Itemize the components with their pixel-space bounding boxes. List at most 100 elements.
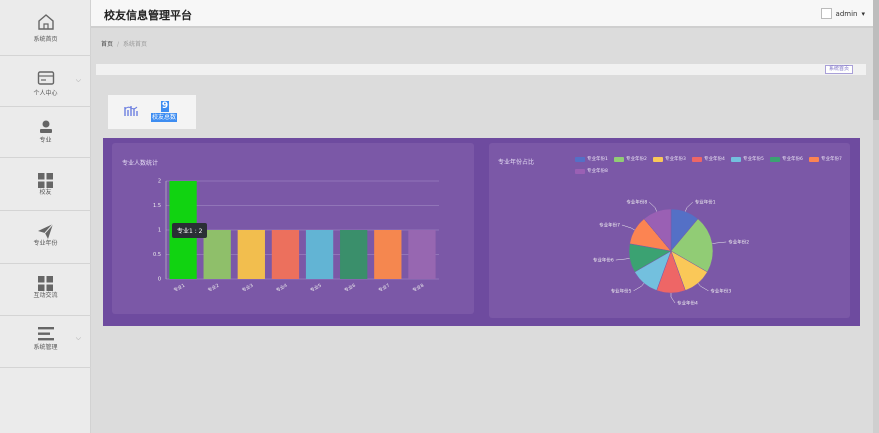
sidebar-item-major[interactable]: 专业 (0, 107, 91, 158)
legend-item[interactable]: 专业年份5 (731, 156, 764, 162)
y-tick-label: 0 (158, 277, 161, 283)
wallet-icon (0, 68, 91, 88)
slice-label: 专业年份7 (599, 222, 620, 229)
breadcrumb: 首页 / 系统首页 (101, 39, 147, 48)
breadcrumb-home[interactable]: 首页 (101, 41, 114, 48)
legend-item[interactable]: 专业年份7 (809, 156, 842, 162)
legend-item[interactable]: 专业年份2 (614, 156, 647, 162)
toolbar-strip: 系统首页 (96, 64, 866, 75)
x-tick-label: 专业3 (241, 282, 255, 294)
legend-label: 专业年份7 (821, 157, 842, 162)
sidebar-item-label: 系统管理 (33, 344, 58, 351)
chevron-down-icon: ⌵ (75, 334, 81, 342)
bar (237, 230, 265, 279)
breadcrumb-current: 系统首页 (123, 41, 148, 48)
legend-item[interactable]: 专业年份4 (692, 156, 725, 162)
sidebar-item-personal-center[interactable]: 个人中心 ⌵ (0, 56, 91, 107)
sidebar: 系统首页 个人中心 ⌵ 专业 校友 专业年份 互动交流 系统管理 (0, 0, 91, 433)
sidebar-item-system-management[interactable]: 系统管理 ⌵ (0, 316, 91, 368)
slice-label: 专业年份4 (677, 300, 698, 307)
y-tick-label: 0.5 (153, 252, 161, 258)
bar (305, 230, 334, 279)
breadcrumb-separator: / (117, 41, 120, 48)
sidebar-item-home[interactable]: 系统首页 (0, 0, 91, 56)
alumni-count-card: 9 校友总数 (108, 95, 196, 129)
slice-label: 专业年份5 (611, 287, 632, 294)
sidebar-item-label: 校友 (39, 189, 52, 196)
sidebar-item-alumni[interactable]: 校友 (0, 158, 91, 211)
x-tick-label: 专业5 (309, 282, 323, 294)
x-tick-label: 专业6 (343, 282, 357, 294)
slice-leader-line (649, 201, 657, 212)
legend-swatch (614, 156, 624, 162)
home-tag-button[interactable]: 系统首页 (824, 65, 853, 74)
x-tick-label: 专业4 (275, 282, 289, 294)
user-menu[interactable]: admin ▾ (820, 8, 865, 19)
sidebar-item-label: 个人中心 (33, 90, 58, 97)
sidebar-item-interaction[interactable]: 互动交流 (0, 264, 91, 316)
slice-label: 专业年份8 (626, 199, 647, 206)
sidebar-item-label: 系统首页 (33, 36, 58, 43)
slice-label: 专业年份1 (695, 199, 716, 206)
bar-chart-card: 专业人数统计 0 0.5 1 1.5 2 专业1 专业2 专业3 专业4 专业5 专业6 专业7 专业8… (112, 143, 474, 314)
sidebar-item-label: 专业年份 (33, 240, 58, 247)
app-title: 校友信息管理平台 (104, 9, 192, 22)
slice-leader-line (685, 201, 693, 212)
chevron-down-icon: ⌵ (75, 76, 81, 84)
legend-item[interactable]: 专业年份1 (575, 156, 608, 162)
send-icon (0, 221, 91, 241)
alumni-count-value: 9 (161, 101, 169, 112)
y-tick-label: 2 (158, 179, 161, 185)
sidebar-item-label: 互动交流 (33, 292, 58, 299)
x-tick-label: 专业7 (377, 282, 391, 294)
pie-chart-title: 专业年份占比 (498, 159, 535, 166)
pie-chart: 专业年份1 专业年份2 专业年份3 专业年份4 专业年份5 专业年份6 专业年份7 专业年份8 (593, 199, 749, 307)
x-tick-label: 专业1 (172, 282, 186, 294)
grid-icon (0, 170, 91, 190)
legend-item[interactable]: 专业年份8 (575, 168, 608, 174)
bar-chart: 0 0.5 1 1.5 2 专业1 专业2 专业3 专业4 专业5 专业6 专业7 专业8 (153, 179, 439, 294)
slice-leader-line (670, 293, 676, 304)
bar (374, 230, 402, 279)
bar (340, 230, 368, 279)
sidebar-item-major-year[interactable]: 专业年份 (0, 211, 91, 264)
slice-leader-line (615, 258, 630, 261)
home-icon (0, 12, 91, 32)
menu-icon (0, 324, 91, 344)
legend-swatch (653, 156, 663, 162)
legend-label: 专业年份5 (743, 157, 764, 162)
legend-label: 专业年份1 (587, 157, 608, 162)
slice-leader-line (697, 283, 709, 292)
user-stamp-icon (0, 117, 91, 137)
slice-leader-line (633, 283, 645, 292)
legend-swatch (692, 156, 702, 162)
caret-down-icon: ▾ (861, 9, 865, 18)
sidebar-item-label: 专业 (39, 137, 52, 144)
bar (203, 230, 231, 279)
bar (408, 230, 436, 279)
legend-label: 专业年份3 (665, 157, 686, 162)
chart-tooltip: 专业1 : 2 (172, 223, 208, 238)
x-tick-label: 专业2 (206, 282, 220, 294)
legend-item[interactable]: 专业年份3 (653, 156, 686, 162)
legend-label: 专业年份2 (626, 157, 647, 162)
legend-label: 专业年份6 (782, 157, 803, 162)
slice-leader-line (621, 224, 635, 231)
chart-panel: 专业人数统计 0 0.5 1 1.5 2 专业1 专业2 专业3 专业4 专业5 专业6 专业7 专业8… (103, 138, 860, 326)
legend-swatch (809, 156, 819, 162)
slice-label: 专业年份2 (728, 239, 749, 246)
slice-label: 专业年份3 (710, 287, 731, 294)
bar-chart-title: 专业人数统计 (122, 160, 159, 167)
legend-swatch (575, 156, 585, 162)
pie-slice (670, 218, 714, 273)
legend-label: 专业年份4 (704, 157, 725, 162)
top-header: 校友信息管理平台 admin ▾ (91, 0, 879, 28)
stats-icon (124, 105, 138, 119)
legend-swatch (770, 156, 780, 162)
y-tick-label: 1 (158, 228, 161, 234)
bar (271, 230, 300, 279)
vertical-scrollbar[interactable] (873, 0, 879, 433)
scrollbar-thumb[interactable] (873, 0, 879, 120)
legend-item[interactable]: 专业年份6 (770, 156, 803, 162)
pie-chart-card: 专业年份占比 专业年份1 专业年份2 专业年份3 专业年份4 专业年份5 专业年份6 专业年… (489, 143, 850, 318)
